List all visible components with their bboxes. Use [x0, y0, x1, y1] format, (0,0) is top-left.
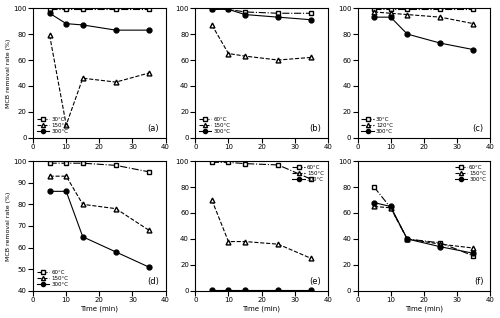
Legend: 30°C, 150°C, 300°C: 30°C, 150°C, 300°C — [36, 116, 70, 135]
X-axis label: Time (min): Time (min) — [80, 306, 118, 313]
Legend: 60°C, 150°C, 300°C: 60°C, 150°C, 300°C — [198, 116, 232, 135]
Legend: 60°C, 150°C, 300°C: 60°C, 150°C, 300°C — [36, 269, 70, 288]
Y-axis label: MCB removal rate (%): MCB removal rate (%) — [6, 191, 10, 261]
Y-axis label: MCB removal rate (%): MCB removal rate (%) — [6, 38, 10, 108]
Legend: 60°C, 150°C, 300°C: 60°C, 150°C, 300°C — [292, 164, 325, 183]
Legend: 30°C, 120°C, 300°C: 30°C, 120°C, 300°C — [360, 116, 394, 135]
Legend: 60°C, 150°C, 300°C: 60°C, 150°C, 300°C — [454, 164, 487, 183]
X-axis label: Time (min): Time (min) — [405, 306, 443, 313]
Text: (a): (a) — [148, 124, 159, 133]
Text: (d): (d) — [147, 277, 159, 286]
Text: (e): (e) — [310, 277, 321, 286]
Text: (c): (c) — [472, 124, 484, 133]
Text: (b): (b) — [310, 124, 321, 133]
X-axis label: Time (min): Time (min) — [242, 306, 281, 313]
Text: (f): (f) — [474, 277, 484, 286]
